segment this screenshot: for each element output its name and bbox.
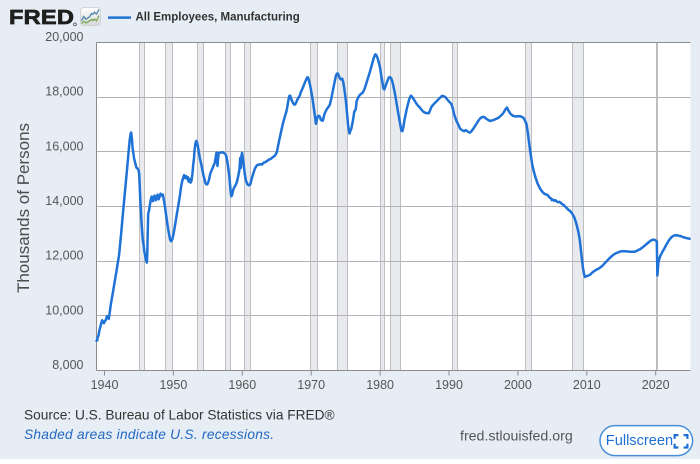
svg-text:12,000: 12,000 (45, 249, 83, 263)
svg-text:20,000: 20,000 (45, 30, 83, 44)
svg-text:1980: 1980 (366, 378, 394, 392)
svg-text:All Employees, Manufacturing: All Employees, Manufacturing (136, 12, 300, 24)
svg-text:8,000: 8,000 (52, 358, 83, 372)
svg-text:16,000: 16,000 (45, 139, 83, 153)
svg-text:1990: 1990 (435, 378, 463, 392)
svg-text:FRED: FRED (9, 6, 74, 29)
svg-text:1960: 1960 (228, 378, 256, 392)
svg-text:18,000: 18,000 (45, 85, 83, 99)
svg-text:1950: 1950 (159, 378, 187, 392)
svg-text:2010: 2010 (573, 378, 601, 392)
svg-text:Source: U.S. Bureau of Labor S: Source: U.S. Bureau of Labor Statistics … (24, 408, 335, 423)
svg-text:1940: 1940 (91, 378, 119, 392)
svg-text:2000: 2000 (504, 378, 532, 392)
svg-text:fred.stlouisfed.org: fred.stlouisfed.org (460, 429, 573, 445)
svg-text:10,000: 10,000 (45, 303, 83, 317)
svg-text:14,000: 14,000 (45, 194, 83, 208)
svg-text:2020: 2020 (642, 378, 670, 392)
svg-text:Thousands of Persons: Thousands of Persons (14, 123, 33, 293)
svg-text:1970: 1970 (297, 378, 325, 392)
svg-text:Shaded areas indicate U.S. rec: Shaded areas indicate U.S. recessions. (24, 427, 274, 442)
svg-text:Fullscreen: Fullscreen (606, 433, 673, 449)
